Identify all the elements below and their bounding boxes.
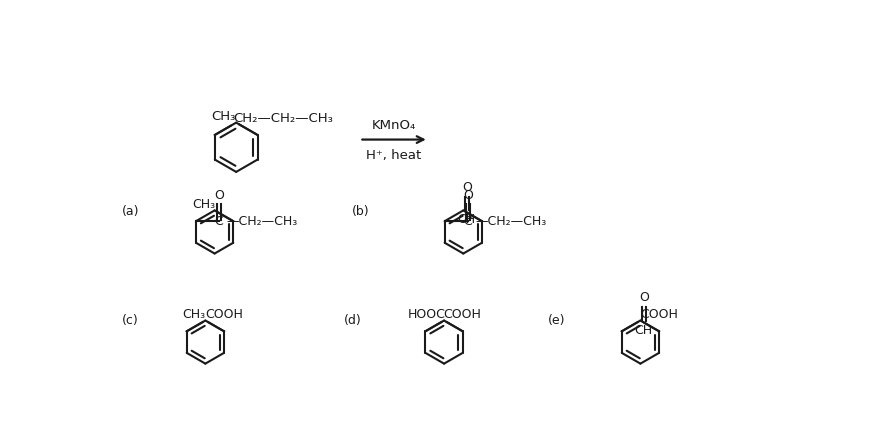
Text: (c): (c) <box>122 314 139 327</box>
Text: CH₃: CH₃ <box>211 110 236 123</box>
Text: (a): (a) <box>122 205 140 218</box>
Text: CH: CH <box>634 324 652 337</box>
Text: HOOC: HOOC <box>408 308 446 321</box>
Text: KMnO₄: KMnO₄ <box>372 119 416 132</box>
Text: CH₃: CH₃ <box>183 308 206 321</box>
Text: O: O <box>462 189 472 202</box>
Text: H⁺, heat: H⁺, heat <box>367 149 422 162</box>
Text: CH₂—CH₂—CH₃: CH₂—CH₂—CH₃ <box>233 112 333 125</box>
Text: —CH₂—CH₃: —CH₂—CH₃ <box>476 215 547 228</box>
Text: COOH: COOH <box>205 308 243 321</box>
Text: C: C <box>214 215 223 228</box>
Text: (e): (e) <box>548 314 565 327</box>
Text: C: C <box>463 215 472 228</box>
Text: O: O <box>639 291 649 304</box>
Text: O: O <box>214 189 224 202</box>
Text: (b): (b) <box>352 205 369 218</box>
Text: —CH₂—CH₃: —CH₂—CH₃ <box>227 215 298 228</box>
Text: (d): (d) <box>344 314 361 327</box>
Text: CH: CH <box>457 213 475 226</box>
Text: COOH: COOH <box>640 308 678 321</box>
Text: O: O <box>462 181 472 194</box>
Text: COOH: COOH <box>444 308 481 321</box>
Text: CH₃: CH₃ <box>192 198 215 211</box>
